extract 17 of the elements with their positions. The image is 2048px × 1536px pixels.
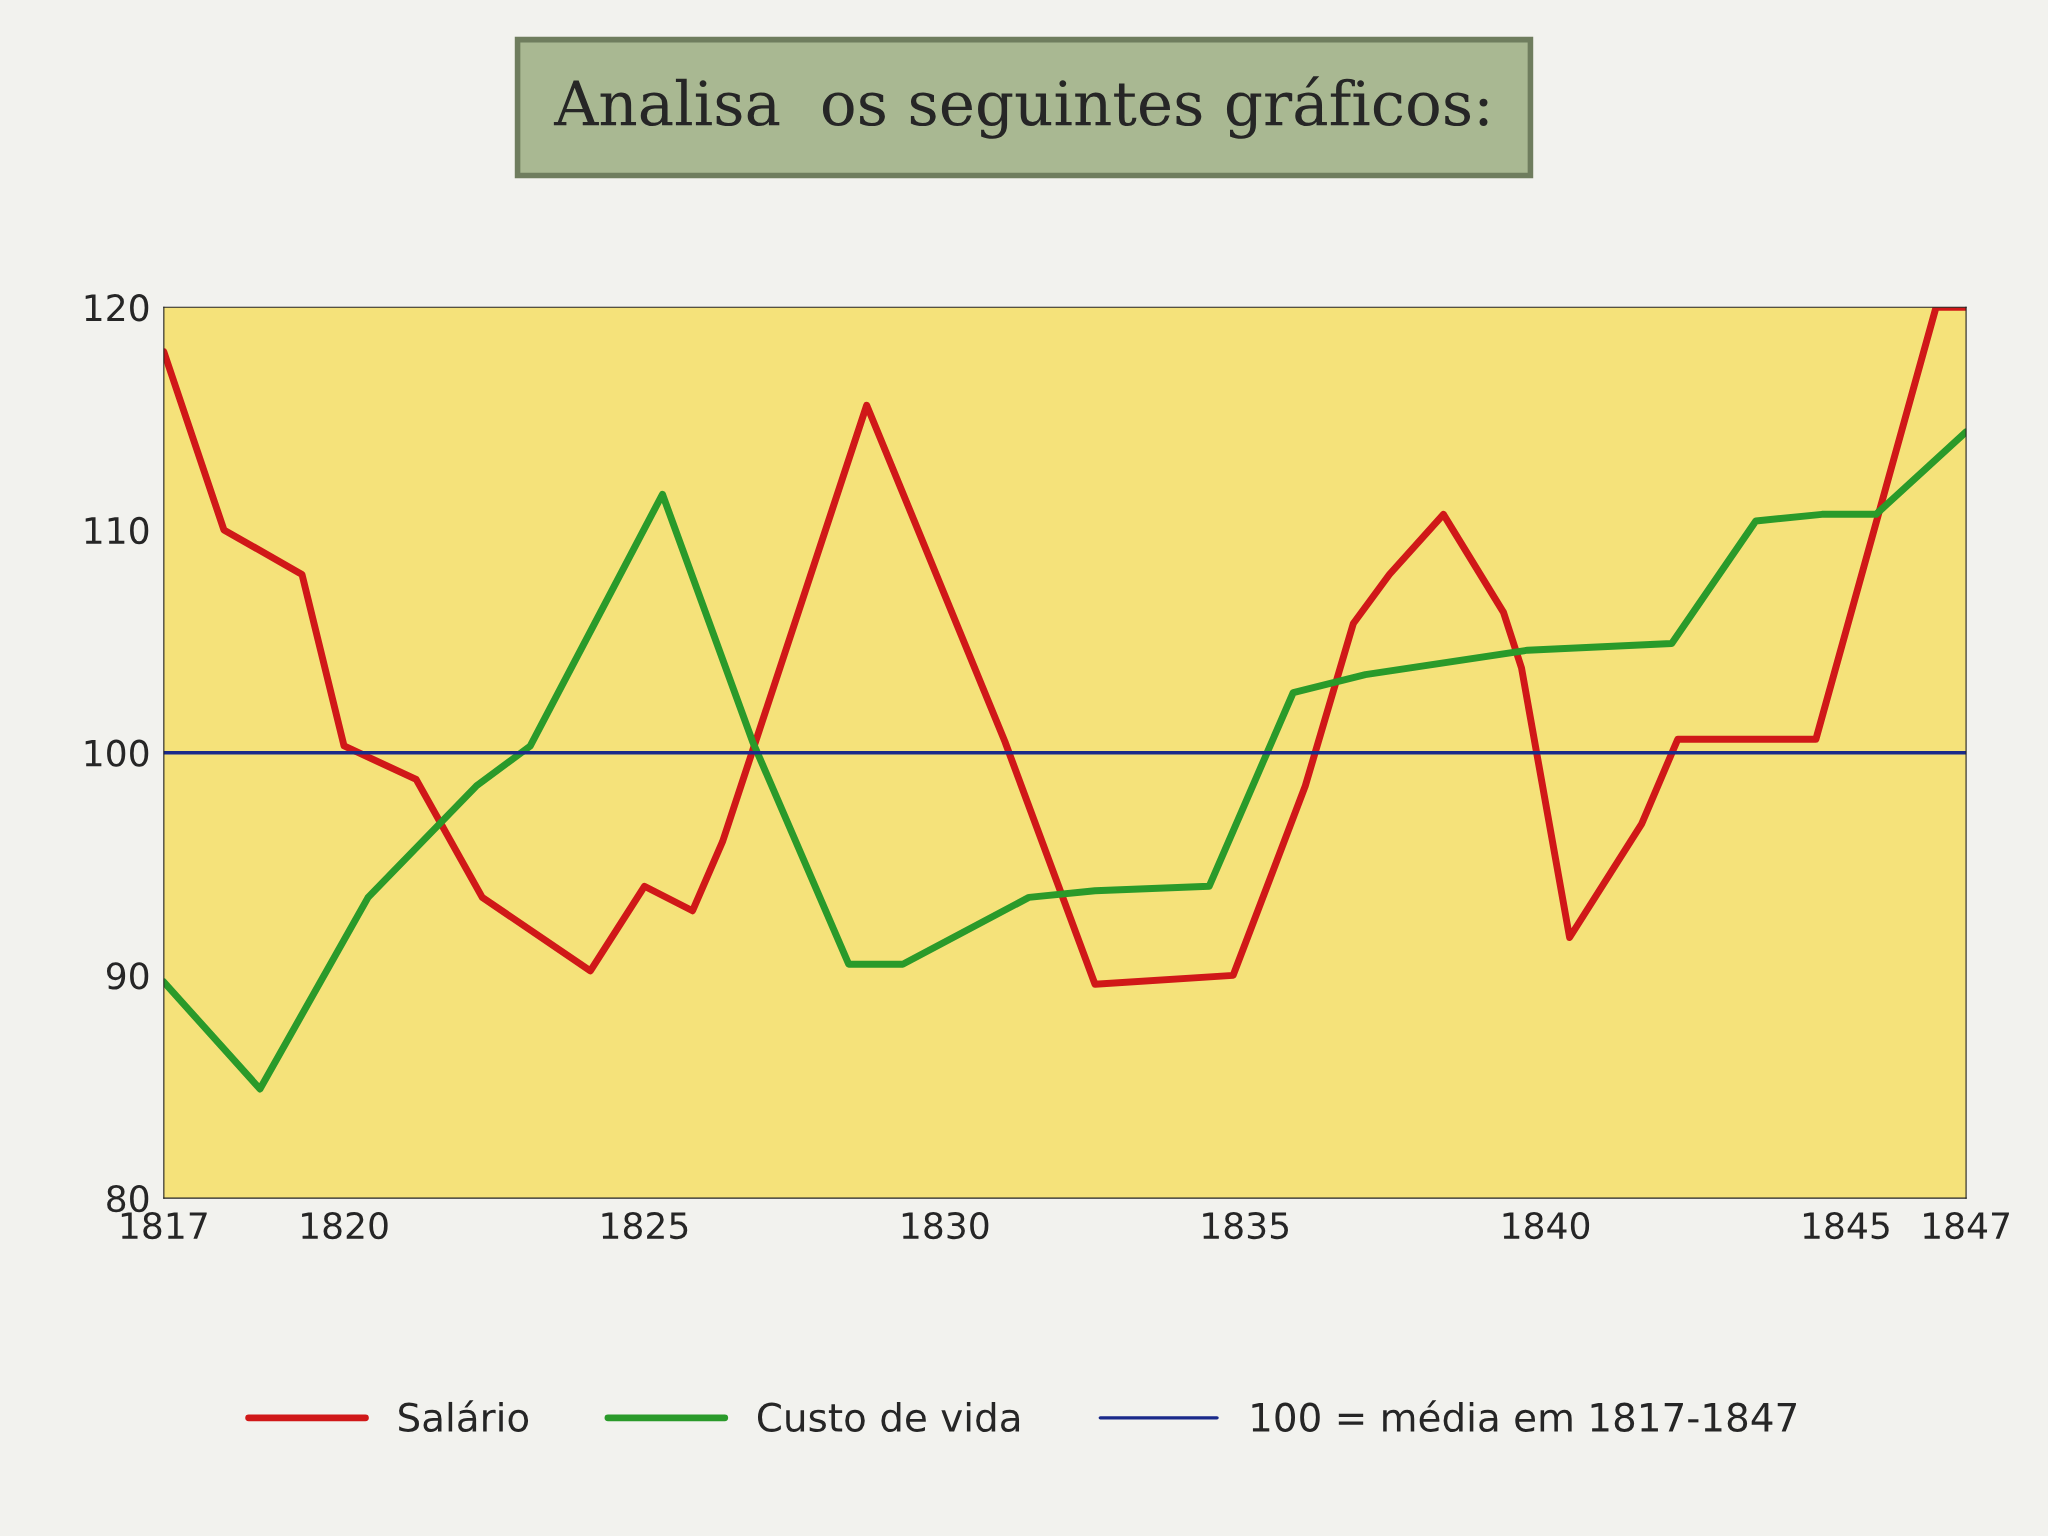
legend-label: 100 = média em 1817-1847 <box>1252 1400 1796 1433</box>
x-tick-label: 1820 <box>302 1211 388 1240</box>
y-tick-label: 80 <box>107 1185 149 1213</box>
x-tick-label: 1825 <box>602 1211 688 1240</box>
legend-label: Salário <box>399 1400 529 1433</box>
x-tick-label: 1840 <box>1503 1211 1590 1240</box>
y-tick-label: 120 <box>85 294 149 322</box>
chart-title: Analisa os seguintes gráficos: <box>553 76 1488 139</box>
y-tick-label: 110 <box>85 516 149 545</box>
x-tick-label: 1847 <box>1924 1211 2009 1240</box>
x-tick-label: 1817 <box>121 1211 207 1240</box>
y-tick-label: 90 <box>106 962 149 990</box>
x-tick-label: 1830 <box>902 1211 989 1240</box>
x-tick-label: 1835 <box>1203 1211 1288 1240</box>
x-tick-label: 1845 <box>1803 1211 1889 1240</box>
legend-label: Custo de vida <box>757 1401 1020 1433</box>
y-tick-label: 100 <box>85 739 149 767</box>
